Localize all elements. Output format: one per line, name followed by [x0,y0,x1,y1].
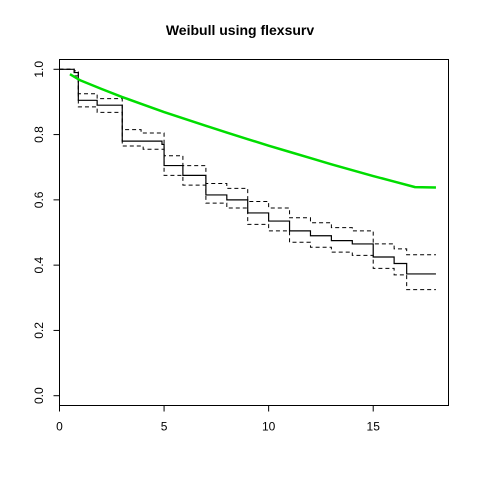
y-tick-label: 0.8 [32,126,46,143]
x-tick-label: 5 [161,420,168,434]
km-lower-ci-line [59,68,436,291]
x-tick-label: 10 [262,420,276,434]
y-tick-label: 1.0 [32,61,46,78]
x-tick-label: 0 [56,420,63,434]
chart-title: Weibull using flexsurv [165,22,315,38]
y-tick-label: 0.6 [32,191,46,208]
weibull-fit-line [69,73,436,189]
series [59,68,436,291]
axes: 0 5 10 15 0.0 0.2 0.4 0.6 0.8 1.0 [32,61,380,434]
km-survival-line [59,68,436,275]
y-tick-label: 0.0 [32,387,46,404]
y-tick-label: 0.4 [32,256,46,273]
km-upper-ci-line [59,68,436,256]
plot-frame [59,59,449,406]
y-tick-label: 0.2 [32,322,46,339]
x-tick-label: 15 [367,420,381,434]
